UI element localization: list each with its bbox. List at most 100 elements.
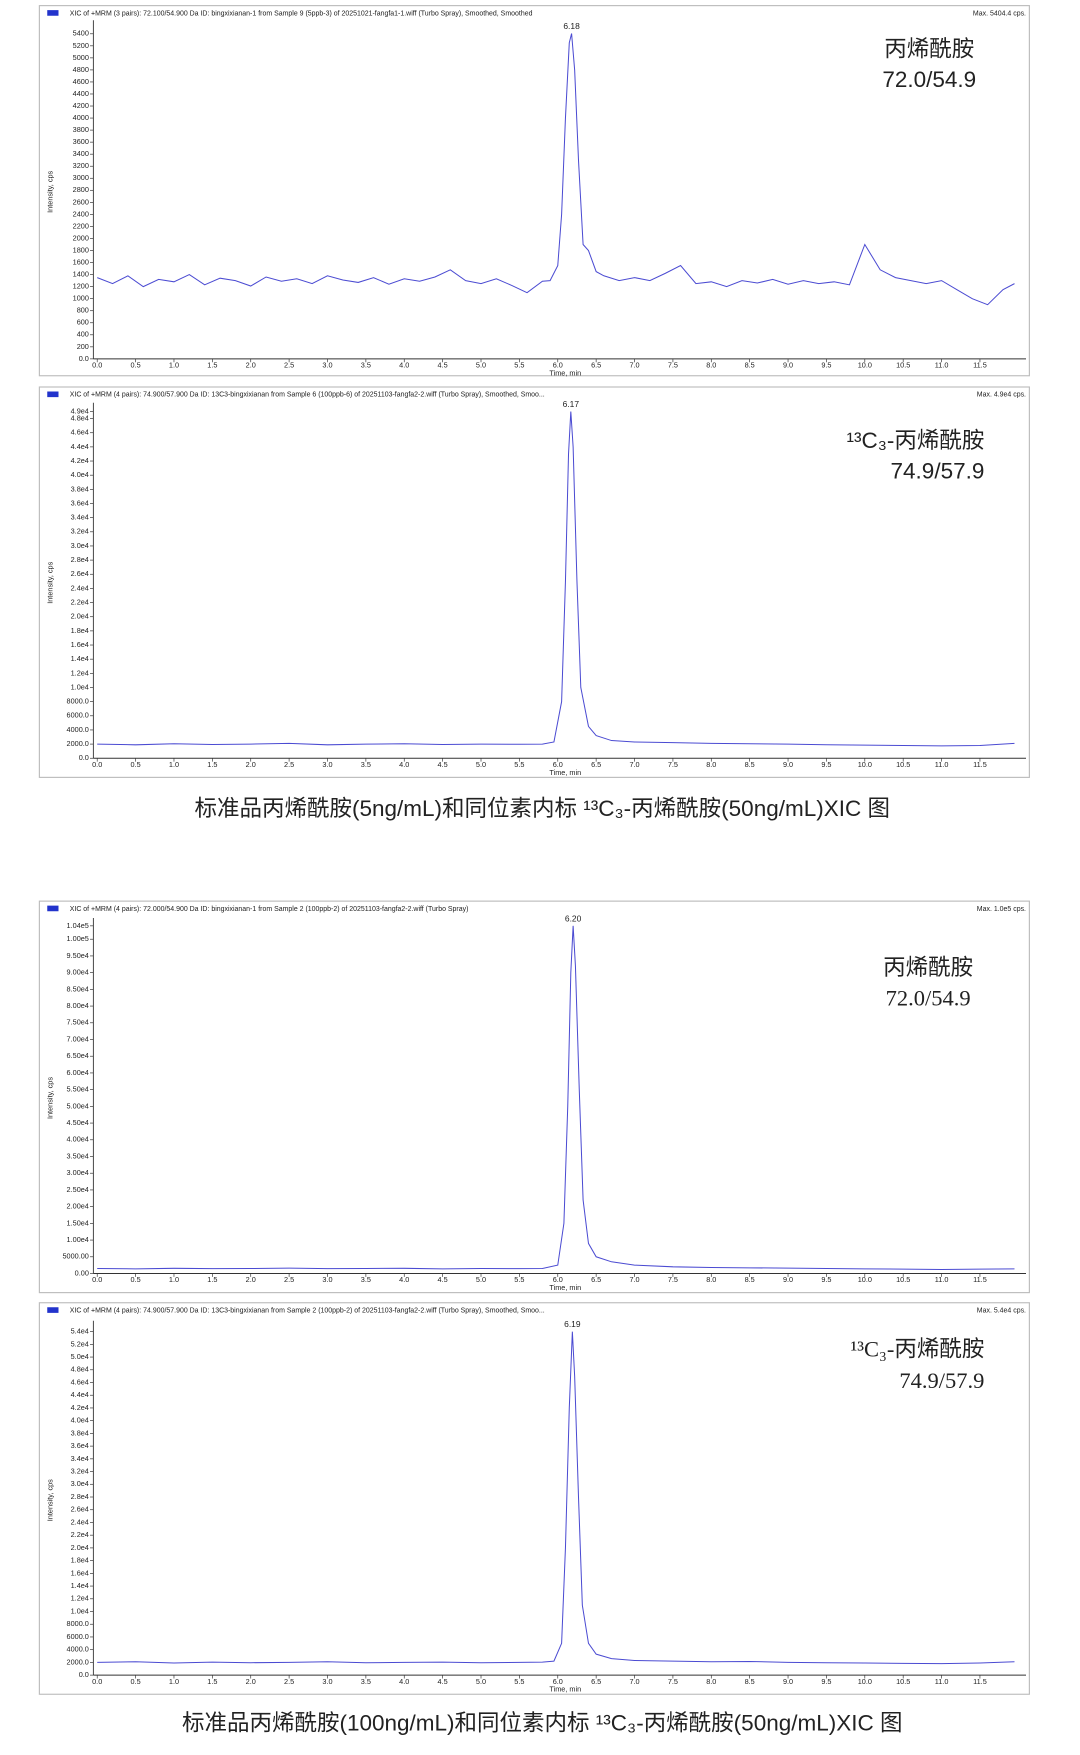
x-tick-label: 3.0: [322, 361, 332, 370]
y-tick-label: 1.0e4: [71, 1606, 89, 1615]
chromatogram-line: [97, 1331, 1015, 1665]
x-tick-label: 8.5: [745, 760, 755, 769]
y-tick-label: 4.8e4: [71, 414, 89, 423]
x-tick-label: 2.5: [284, 1275, 294, 1284]
panel-border: [38, 1302, 1030, 1695]
y-tick-label: 3.6e4: [71, 1441, 89, 1450]
x-tick-label: 2.0: [246, 1275, 256, 1284]
y-tick-label: 1600: [73, 257, 89, 266]
y-tick-label: 4.50e4: [67, 1118, 89, 1127]
y-tick-label: 1.00e5: [67, 934, 89, 943]
y-tick-label: 6.50e4: [67, 1051, 89, 1060]
x-tick-label: 3.5: [361, 1677, 371, 1686]
x-tick-label: 2.5: [284, 760, 294, 769]
y-tick-label: 4000.0: [67, 725, 89, 734]
y-tick-label: 3.6e4: [71, 498, 89, 507]
y-tick-label: 400: [77, 330, 89, 339]
y-tick-label: 1.2e4: [71, 1594, 89, 1603]
compound-label: 丙烯酰胺: [884, 37, 974, 62]
y-tick-label: 1.8e4: [71, 626, 89, 635]
compound-label: 丙烯酰胺: [883, 955, 973, 980]
x-tick-label: 5.5: [514, 1677, 524, 1686]
x-tick-label: 4.5: [438, 760, 448, 769]
x-tick-label: 1.5: [207, 361, 217, 370]
max-label: Max. 5404.4 cps.: [973, 10, 1026, 17]
x-tick-label: 8.5: [745, 1677, 755, 1686]
y-tick-label: 6000.0: [67, 711, 89, 720]
x-tick-label: 9.0: [783, 361, 793, 370]
y-tick-label: 6.00e4: [67, 1068, 89, 1077]
x-axis-label: Time, min: [549, 368, 581, 377]
y-tick-label: 2.2e4: [71, 1530, 89, 1539]
chromatogram-line: [97, 411, 1015, 747]
x-tick-label: 10.5: [896, 1677, 910, 1686]
y-tick-label: 1.4e4: [71, 1581, 89, 1590]
x-tick-label: 11.5: [973, 760, 987, 769]
y-tick-label: 5000.00: [62, 1252, 88, 1261]
x-tick-label: 6.5: [591, 1677, 601, 1686]
x-tick-label: 3.0: [322, 1275, 332, 1284]
x-tick-label: 9.5: [821, 1677, 831, 1686]
x-tick-label: 1.5: [207, 1275, 217, 1284]
x-tick-label: 3.0: [322, 760, 332, 769]
y-tick-label: 2.6e4: [71, 1505, 89, 1514]
y-tick-label: 4.2e4: [71, 456, 89, 465]
y-tick-label: 3.8e4: [71, 484, 89, 493]
y-tick-label: 2.0e4: [71, 612, 89, 621]
legend-swatch: [47, 1307, 59, 1313]
compound-label: 74.9/57.9: [891, 458, 985, 483]
y-tick-label: 1.04e5: [67, 921, 89, 930]
panel-border: [38, 386, 1030, 778]
x-tick-label: 7.0: [629, 760, 639, 769]
y-tick-label: 600: [77, 318, 89, 327]
x-tick-label: 4.0: [399, 1677, 409, 1686]
chromatogram-line: [97, 925, 1015, 1270]
y-tick-label: 200: [77, 342, 89, 351]
y-axis-label: Intensity, cps: [46, 1479, 55, 1521]
x-tick-label: 10.0: [858, 361, 872, 370]
x-tick-label: 9.5: [821, 1275, 831, 1284]
y-tick-label: 4.6e4: [71, 1377, 89, 1386]
y-tick-label: 2.0e4: [71, 1543, 89, 1552]
y-tick-label: 1.4e4: [71, 654, 89, 663]
x-tick-label: 5.5: [514, 361, 524, 370]
x-tick-label: 0.5: [131, 361, 141, 370]
y-tick-label: 1.2e4: [71, 668, 89, 677]
y-tick-label: 8000.0: [67, 697, 89, 706]
x-tick-label: 1.0: [169, 1677, 179, 1686]
compound-label: 72.0/54.9: [882, 67, 976, 92]
x-tick-label: 7.5: [668, 760, 678, 769]
x-tick-label: 1.5: [207, 1677, 217, 1686]
x-tick-label: 6.5: [591, 361, 601, 370]
x-tick-label: 6.0: [553, 1275, 563, 1284]
x-tick-label: 7.5: [668, 361, 678, 370]
peak-label: 6.17: [563, 399, 580, 409]
y-tick-label: 5.2e4: [71, 1339, 89, 1348]
y-tick-label: 1.6e4: [71, 1568, 89, 1577]
y-tick-label: 3200: [73, 161, 89, 170]
y-tick-label: 2.50e4: [67, 1185, 89, 1194]
x-tick-label: 3.5: [361, 1275, 371, 1284]
y-axis-label: Intensity, cps: [46, 561, 55, 603]
y-tick-label: 1800: [73, 245, 89, 254]
y-tick-label: 0.00: [75, 1268, 89, 1277]
y-tick-label: 2.8e4: [71, 1492, 89, 1501]
y-tick-label: 4.9e4: [71, 406, 89, 415]
x-tick-label: 8.0: [706, 1677, 716, 1686]
y-tick-label: 800: [77, 306, 89, 315]
x-tick-label: 2.5: [284, 1677, 294, 1686]
y-tick-label: 5.4e4: [71, 1327, 89, 1336]
x-tick-label: 1.0: [169, 760, 179, 769]
x-tick-label: 4.5: [438, 1677, 448, 1686]
y-tick-label: 4.0e4: [71, 1416, 89, 1425]
legend-swatch: [47, 391, 59, 398]
y-tick-label: 2000: [73, 233, 89, 242]
y-tick-label: 3800: [73, 125, 89, 134]
x-tick-label: 4.0: [399, 1275, 409, 1284]
y-tick-label: 8.50e4: [67, 984, 89, 993]
y-tick-label: 2400: [73, 209, 89, 218]
x-tick-label: 6.0: [553, 760, 563, 769]
x-tick-label: 6.0: [553, 1677, 563, 1686]
x-axis-label: Time, min: [549, 768, 581, 777]
